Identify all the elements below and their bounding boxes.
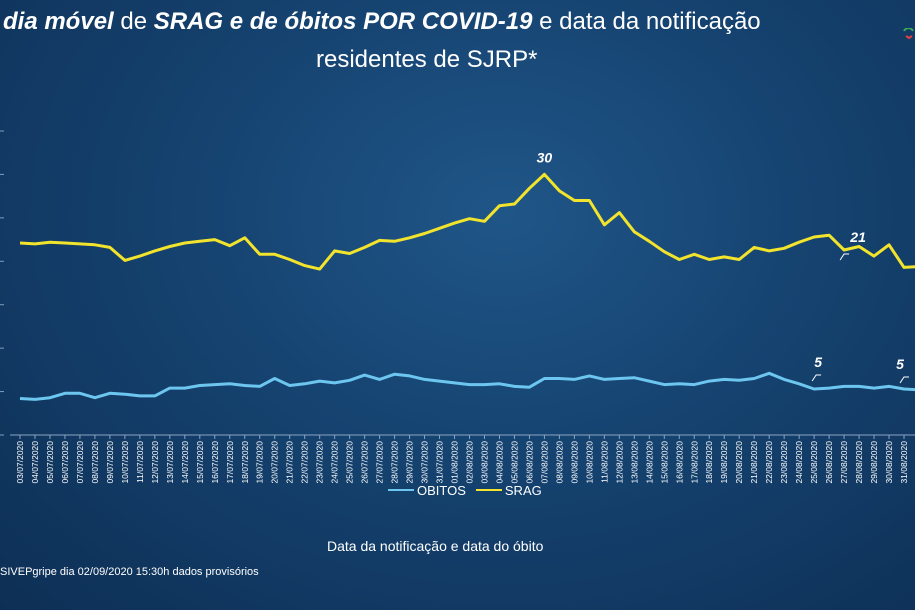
data-label-obitos: 5	[814, 354, 822, 370]
x-tick-label: 07/07/2020	[75, 441, 85, 484]
x-tick-label: 16/07/2020	[210, 441, 220, 484]
x-tick-label: 06/07/2020	[60, 441, 70, 484]
x-tick-label: 27/07/2020	[375, 441, 385, 484]
x-tick-label: 25/08/2020	[809, 441, 819, 484]
x-tick-label: 26/08/2020	[824, 441, 834, 484]
x-tick-label: 02/08/2020	[465, 441, 475, 484]
x-tick-label: 04/07/2020	[30, 441, 40, 484]
x-tick-label: 16/08/2020	[674, 441, 684, 484]
x-tick-label: 12/08/2020	[614, 441, 624, 484]
title-part-3: SRAG e de óbitos POR COVID-19	[153, 8, 533, 35]
x-tick-label: 10/07/2020	[120, 441, 130, 484]
x-tick-label: 05/08/2020	[509, 441, 519, 484]
x-tick-label: 26/07/2020	[360, 441, 370, 484]
title-part-1: dia móvel	[3, 8, 114, 35]
x-tick-label: 19/08/2020	[719, 441, 729, 484]
x-tick-label: 30/07/2020	[420, 441, 430, 484]
data-label-leader	[839, 253, 850, 261]
legend-entry-obitos: OBITOS	[388, 483, 466, 498]
x-tick-label: 13/08/2020	[629, 441, 639, 484]
x-tick-label: 17/08/2020	[689, 441, 699, 484]
x-tick-label: 23/07/2020	[315, 441, 325, 484]
legend-entry-srag: SRAG	[475, 482, 542, 498]
x-tick-label: 24/07/2020	[330, 441, 340, 484]
chart-title-line2: residentes de SJRP*	[316, 46, 538, 73]
title-part-4: e data da notificação	[532, 8, 761, 35]
x-tick-label: 25/07/2020	[345, 441, 355, 484]
x-tick-label: 29/07/2020	[405, 441, 415, 484]
x-tick-label: 05/07/2020	[45, 441, 55, 484]
title-part-2: de	[113, 8, 154, 35]
data-label-obitos: 5	[896, 356, 904, 372]
data-label-srag: 30	[537, 149, 553, 165]
series-line-obitos	[19, 371, 915, 401]
data-label-srag: 21	[849, 229, 866, 245]
corner-logo-icon	[903, 28, 914, 40]
source-note: SIVEPgripe dia 02/09/2020 15:30h dados p…	[0, 566, 259, 578]
x-tick-label: 31/07/2020	[435, 441, 445, 484]
x-tick-label: 04/08/2020	[494, 441, 504, 484]
x-tick-label: 18/08/2020	[704, 441, 714, 484]
data-label-leader	[899, 376, 910, 384]
x-axis-title: Data da notificação e data do óbito	[327, 538, 544, 554]
x-tick-label: 22/08/2020	[764, 441, 774, 484]
x-tick-label: 29/08/2020	[869, 441, 879, 484]
x-tick-label: 03/07/2020	[15, 441, 25, 484]
x-tick-label: 24/08/2020	[794, 441, 804, 484]
x-tick-label: 08/07/2020	[90, 441, 100, 484]
x-tick-label: 23/08/2020	[779, 441, 789, 484]
x-tick-label: 20/08/2020	[734, 441, 744, 484]
x-tick-label: 11/07/2020	[135, 441, 145, 483]
x-tick-label: 06/08/2020	[524, 441, 534, 484]
x-tick-label: 31/08/2020	[899, 441, 909, 484]
x-tick-label: 09/08/2020	[569, 441, 579, 484]
x-tick-label: 28/08/2020	[854, 441, 864, 484]
x-tick-label: 15/07/2020	[195, 441, 205, 484]
x-tick-label: 14/07/2020	[180, 441, 190, 484]
x-tick-label: 17/07/2020	[225, 441, 235, 484]
x-tick-label: 21/08/2020	[749, 441, 759, 484]
x-tick-label: 11/08/2020	[599, 441, 609, 483]
series-line-srag	[19, 172, 915, 271]
legend-label-srag: SRAG	[504, 482, 542, 498]
x-tick-label: 08/08/2020	[554, 441, 564, 484]
x-tick-label: 03/08/2020	[479, 441, 489, 484]
x-tick-label: 30/08/2020	[884, 441, 894, 484]
x-tick-label: 09/07/2020	[105, 441, 115, 484]
x-tick-label: 12/07/2020	[150, 441, 160, 484]
legend-swatch-obitos	[388, 489, 414, 491]
x-tick-label: 01/08/2020	[450, 441, 460, 484]
x-tick-label: 22/07/2020	[300, 441, 310, 484]
x-tick-label: 18/07/2020	[240, 441, 250, 484]
legend-swatch-srag	[475, 489, 502, 491]
chart-title-line1: dia móvel de SRAG e de óbitos POR COVID-…	[3, 2, 761, 42]
x-tick-label: 21/07/2020	[285, 441, 295, 484]
data-label-leader	[811, 374, 822, 382]
x-tick-label: 28/07/2020	[390, 441, 400, 484]
x-tick-label: 10/08/2020	[584, 441, 594, 484]
x-tick-label: 19/07/2020	[255, 441, 265, 484]
x-tick-label: 13/07/2020	[165, 441, 175, 484]
x-tick-label: 14/08/2020	[644, 441, 654, 484]
x-tick-label: 20/07/2020	[270, 441, 280, 484]
legend-label-obitos: OBITOS	[417, 482, 466, 498]
chart-legend: OBITOS SRAG	[388, 480, 542, 500]
x-tick-label: 07/08/2020	[539, 441, 549, 484]
x-tick-label: 15/08/2020	[659, 441, 669, 484]
x-tick-label: 27/08/2020	[839, 441, 849, 484]
